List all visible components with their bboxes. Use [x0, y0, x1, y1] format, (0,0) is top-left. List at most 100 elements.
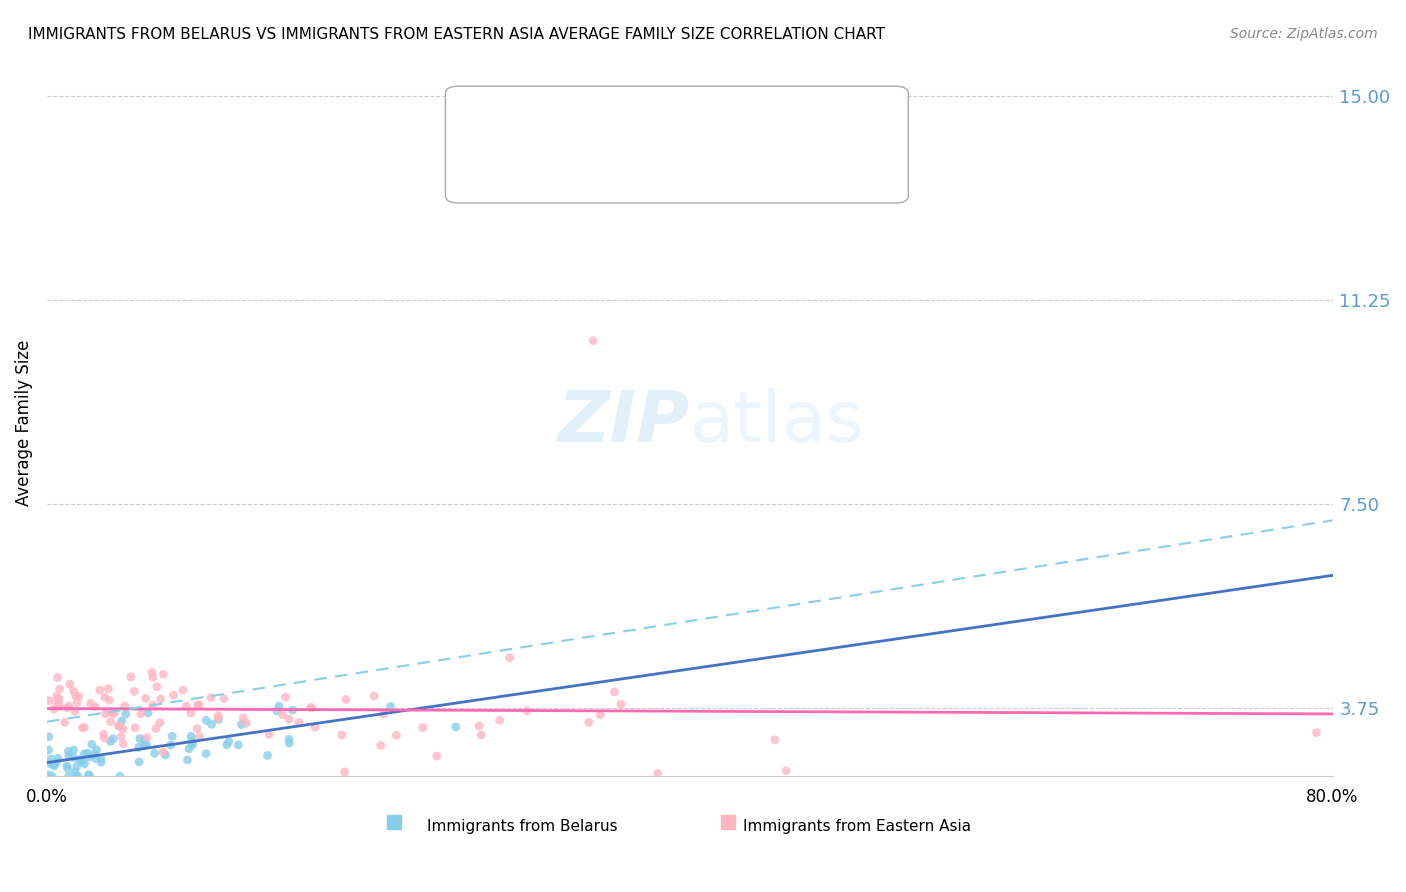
Point — [256, 748, 278, 763]
Point — [58, 744, 80, 758]
Point — [385, 728, 408, 742]
Point — [162, 688, 184, 702]
Point — [146, 680, 169, 694]
Point — [46, 751, 69, 765]
Point — [180, 706, 202, 720]
Point — [112, 737, 135, 751]
Point — [79, 769, 101, 783]
Point — [176, 699, 198, 714]
Point — [610, 698, 633, 712]
Point — [380, 699, 402, 714]
Point — [135, 731, 157, 745]
Point — [412, 721, 434, 735]
Point — [134, 739, 156, 753]
Point — [149, 715, 172, 730]
Point — [62, 743, 84, 757]
Point — [94, 690, 117, 705]
Point — [288, 715, 311, 730]
Point — [58, 748, 80, 763]
Point — [152, 667, 174, 681]
Point — [62, 684, 84, 698]
Point — [49, 699, 72, 714]
Point — [301, 701, 323, 715]
Point — [38, 694, 60, 708]
Point — [56, 701, 79, 715]
Point — [136, 706, 159, 720]
Point — [274, 690, 297, 704]
Point — [39, 752, 62, 766]
Point — [59, 677, 82, 691]
Point — [181, 735, 204, 749]
Point — [128, 755, 150, 769]
Legend:   R =  0.348   N = 73,   R = -0.082   N = 99: R = 0.348 N = 73, R = -0.082 N = 99 — [562, 98, 779, 156]
Point — [142, 670, 165, 684]
Point — [100, 714, 122, 729]
Point — [45, 756, 67, 770]
Point — [149, 692, 172, 706]
Point — [86, 742, 108, 756]
Point — [42, 757, 65, 772]
Point — [176, 753, 198, 767]
Point — [775, 764, 797, 778]
Point — [134, 733, 156, 747]
Point — [111, 722, 134, 736]
Point — [299, 700, 322, 714]
Point — [231, 717, 253, 731]
Point — [218, 734, 240, 748]
Point — [373, 707, 395, 722]
Point — [66, 769, 89, 783]
Point — [281, 703, 304, 717]
Point — [90, 755, 112, 769]
Point — [46, 671, 69, 685]
Point — [66, 696, 89, 710]
Point — [470, 728, 492, 742]
Point — [77, 750, 100, 764]
Point — [578, 715, 600, 730]
Point — [135, 691, 157, 706]
Point — [124, 721, 146, 735]
Point — [41, 769, 63, 783]
Point — [110, 730, 132, 744]
Point — [128, 731, 150, 746]
Point — [195, 747, 218, 761]
Point — [100, 705, 122, 719]
Point — [108, 769, 131, 783]
Point — [66, 759, 89, 773]
Point — [207, 708, 229, 723]
Point — [177, 741, 200, 756]
Point — [58, 698, 80, 713]
Point — [235, 716, 257, 731]
Point — [647, 766, 669, 780]
Point — [187, 698, 209, 712]
Point — [46, 693, 69, 707]
Point — [90, 752, 112, 766]
Point — [278, 732, 301, 747]
Point — [143, 747, 166, 761]
Point — [56, 759, 79, 773]
Point — [103, 706, 125, 721]
Text: IMMIGRANTS FROM BELARUS VS IMMIGRANTS FROM EASTERN ASIA AVERAGE FAMILY SIZE CORR: IMMIGRANTS FROM BELARUS VS IMMIGRANTS FR… — [28, 27, 886, 42]
Point — [186, 722, 208, 736]
Point — [39, 756, 62, 771]
Point — [160, 729, 183, 743]
Point — [172, 683, 194, 698]
Point — [65, 689, 87, 703]
Point — [67, 753, 90, 767]
Point — [56, 761, 79, 775]
Point — [135, 737, 157, 751]
Point — [1305, 725, 1327, 739]
Point — [80, 737, 103, 751]
Point — [104, 705, 127, 719]
Point — [215, 738, 238, 752]
Point — [330, 728, 353, 742]
Point — [145, 722, 167, 736]
Point — [304, 720, 326, 734]
Point — [38, 730, 60, 744]
Text: Immigrants from Belarus: Immigrants from Belarus — [427, 819, 617, 834]
Point — [152, 745, 174, 759]
Point — [186, 698, 208, 713]
Text: Immigrants from Eastern Asia: Immigrants from Eastern Asia — [742, 819, 972, 834]
Point — [58, 769, 80, 783]
Point — [468, 719, 491, 733]
Point — [278, 712, 301, 726]
